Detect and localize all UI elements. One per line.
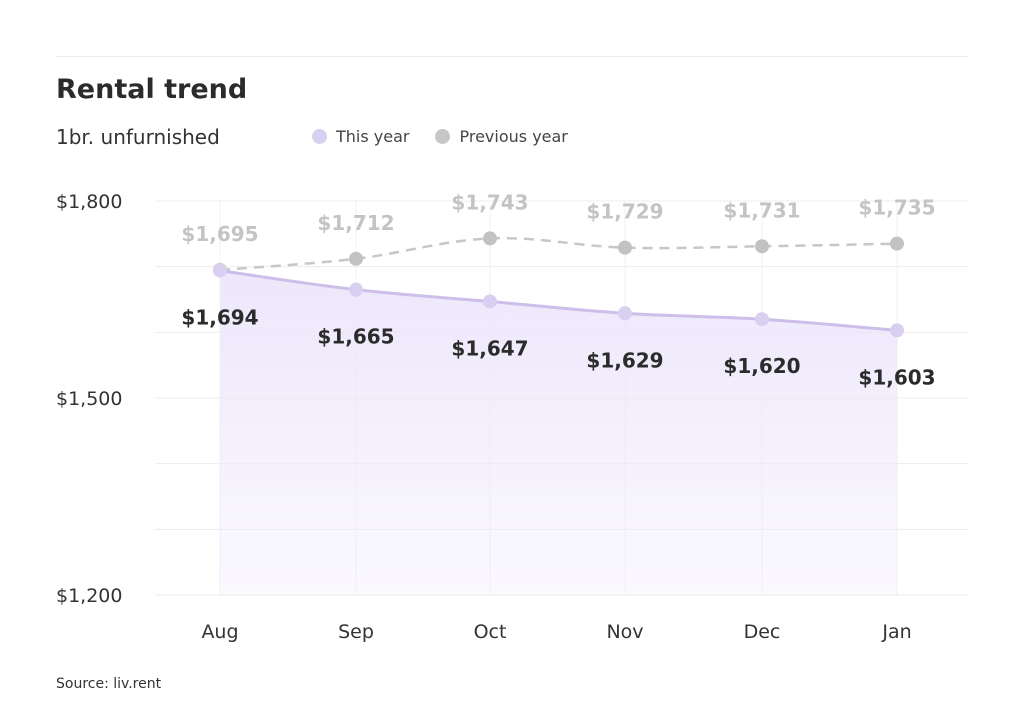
legend-item-this-year[interactable]: This year — [312, 127, 409, 146]
this-year-point — [755, 312, 769, 327]
this-year-data-label: $1,665 — [317, 325, 394, 349]
this-year-point — [213, 263, 227, 278]
top-divider — [56, 56, 968, 57]
y-tick-label: $1,200 — [56, 585, 122, 607]
previous-year-line — [219, 236, 898, 272]
previous-year-data-label: $1,735 — [858, 196, 935, 220]
previous-year-point — [349, 251, 363, 266]
y-tick-label: $1,800 — [56, 191, 122, 213]
source-note: Source: liv.rent — [56, 676, 162, 692]
x-tick-label: Oct — [474, 621, 507, 643]
this-year-data-label: $1,647 — [451, 336, 528, 360]
legend-label-previous-year: Previous year — [459, 127, 568, 146]
previous-year-data-label: $1,695 — [181, 222, 258, 246]
x-tick-label: Nov — [606, 621, 643, 643]
this-year-data-label: $1,603 — [858, 365, 935, 389]
legend: This year Previous year — [312, 127, 594, 146]
previous-year-point — [618, 240, 632, 255]
previous-year-data-label: $1,743 — [451, 190, 528, 214]
this-year-point — [618, 306, 632, 321]
this-year-area — [220, 270, 897, 595]
previous-year-point — [755, 239, 769, 254]
x-tick-label: Sep — [338, 621, 374, 643]
this-year-data-label: $1,629 — [586, 348, 663, 372]
x-tick-label: Aug — [201, 621, 238, 643]
previous-year-data-label: $1,729 — [586, 200, 663, 224]
legend-marker-this-year-icon — [312, 129, 327, 144]
this-year-point — [349, 282, 363, 297]
previous-year-point — [890, 236, 904, 251]
previous-year-data-label: $1,712 — [317, 211, 394, 235]
chart-title: Rental trend — [56, 74, 248, 105]
this-year-point — [890, 323, 904, 338]
chart-subtitle: 1br. unfurnished — [56, 125, 220, 149]
this-year-point — [483, 294, 497, 309]
legend-marker-previous-year-icon — [435, 129, 451, 144]
this-year-data-label: $1,620 — [723, 354, 800, 378]
legend-label-this-year: This year — [336, 127, 410, 146]
this-year-data-label: $1,694 — [181, 306, 258, 330]
this-year-line — [219, 269, 898, 332]
x-tick-label: Jan — [881, 621, 911, 643]
legend-item-previous-year[interactable]: Previous year — [435, 127, 568, 146]
previous-year-data-label: $1,731 — [723, 198, 800, 222]
y-tick-label: $1,500 — [56, 388, 122, 410]
previous-year-point — [483, 231, 497, 246]
x-tick-label: Dec — [744, 621, 781, 643]
